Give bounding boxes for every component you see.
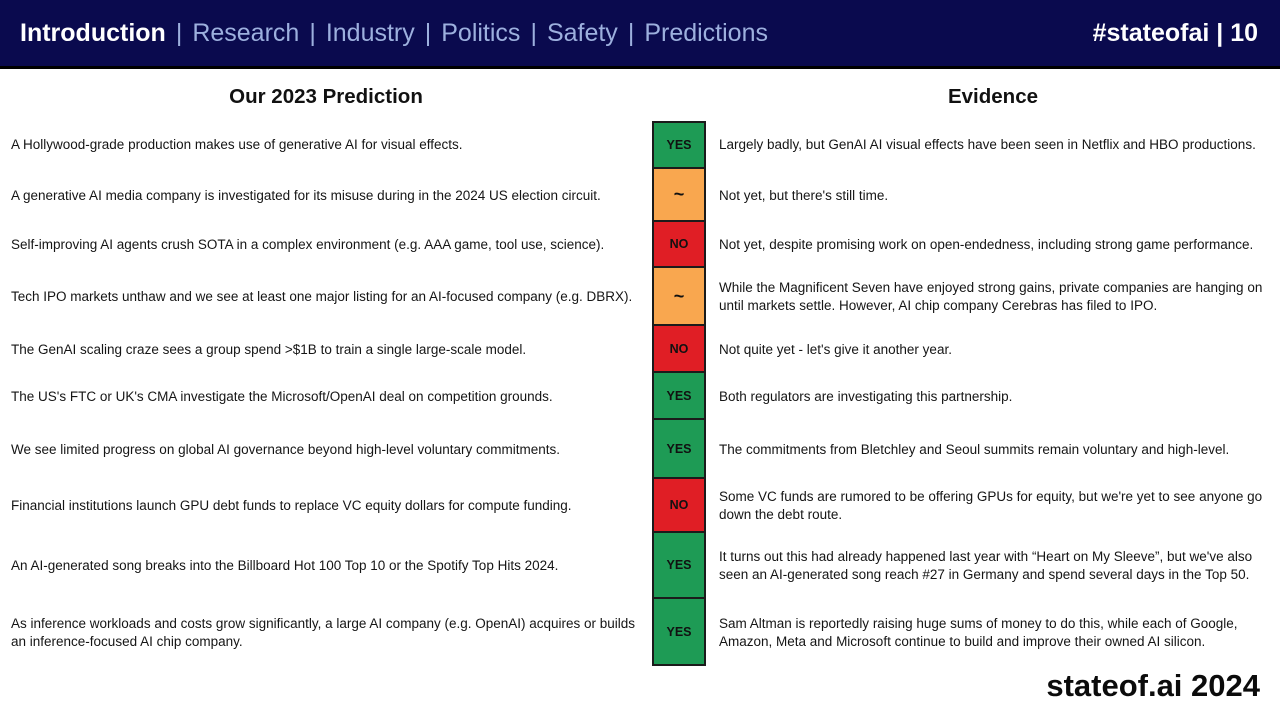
table-row: The GenAI scaling craze sees a group spe… bbox=[0, 326, 1280, 373]
nav-separator: | bbox=[309, 18, 316, 47]
prediction-text: As inference workloads and costs grow si… bbox=[11, 615, 636, 649]
verdict-cell: NO bbox=[652, 222, 706, 268]
evidence-text: Not yet, but there's still time. bbox=[719, 187, 889, 203]
evidence-text: While the Magnificent Seven have enjoyed… bbox=[719, 280, 1263, 313]
evidence-text: Both regulators are investigating this p… bbox=[719, 388, 1013, 404]
nav-item-industry[interactable]: Industry bbox=[325, 18, 415, 47]
table-row: A generative AI media company is investi… bbox=[0, 169, 1280, 222]
nav-item-research[interactable]: Research bbox=[192, 18, 300, 47]
prediction-text: Tech IPO markets unthaw and we see at le… bbox=[11, 289, 633, 305]
verdict-cell: YES bbox=[652, 373, 706, 420]
verdict-badge: YES bbox=[652, 121, 706, 169]
nav-separator: | bbox=[424, 18, 432, 47]
prediction-text: A Hollywood-grade production makes use o… bbox=[11, 137, 463, 153]
table-row: We see limited progress on global AI gov… bbox=[0, 420, 1280, 479]
verdict-cell: NO bbox=[652, 479, 706, 533]
nav-separator: | bbox=[175, 18, 183, 47]
nav-separator: | bbox=[627, 18, 635, 47]
prediction-text: The GenAI scaling craze sees a group spe… bbox=[11, 341, 527, 357]
verdict-badge: YES bbox=[652, 420, 706, 479]
verdict-cell: YES bbox=[652, 533, 706, 599]
verdict-cell: YES bbox=[652, 121, 706, 169]
badge-column-spacer bbox=[652, 85, 706, 109]
nav-item-politics[interactable]: Politics bbox=[441, 18, 521, 47]
verdict-badge: NO bbox=[652, 222, 706, 268]
verdict-cell: ~ bbox=[652, 268, 706, 326]
prediction-text: We see limited progress on global AI gov… bbox=[11, 441, 561, 457]
prediction-text: Self-improving AI agents crush SOTA in a… bbox=[11, 237, 605, 253]
evidence-text: It turns out this had already happened l… bbox=[719, 549, 1253, 582]
verdict-badge: YES bbox=[652, 373, 706, 420]
table-row: As inference workloads and costs grow si… bbox=[0, 599, 1280, 666]
prediction-text: The US's FTC or UK's CMA investigate the… bbox=[11, 388, 553, 404]
table-row: Self-improving AI agents crush SOTA in a… bbox=[0, 222, 1280, 268]
prediction-text: An AI-generated song breaks into the Bil… bbox=[11, 558, 559, 574]
verdict-cell: NO bbox=[652, 326, 706, 373]
stateofai-logo-text: stateof.ai 2024 bbox=[1046, 668, 1260, 703]
top-nav-bar: Introduction | Research | Industry | Politics |… bbox=[0, 0, 1280, 69]
verdict-badge: YES bbox=[652, 599, 706, 666]
table-row: Tech IPO markets unthaw and we see at le… bbox=[0, 268, 1280, 326]
section-nav: Introduction | Research | Industry | Politics |… bbox=[20, 19, 768, 48]
nav-separator: | bbox=[530, 18, 537, 47]
evidence-text: Largely badly, but GenAI AI visual effec… bbox=[719, 137, 1256, 153]
evidence-text: Sam Altman is reportedly raising huge su… bbox=[719, 615, 1238, 649]
slide-hashtag-page: #stateofai | 10 bbox=[1092, 18, 1258, 47]
evidence-text: The commitments from Bletchley and Seoul… bbox=[719, 441, 1230, 457]
prediction-column-header: Our 2023 Prediction bbox=[229, 85, 423, 108]
table-row: Financial institutions launch GPU debt f… bbox=[0, 479, 1280, 533]
table-row: A Hollywood-grade production makes use o… bbox=[0, 121, 1280, 169]
evidence-column-header: Evidence bbox=[947, 85, 1039, 108]
verdict-cell: YES bbox=[652, 420, 706, 479]
table-row: The US's FTC or UK's CMA investigate the… bbox=[0, 373, 1280, 420]
evidence-text: Not quite yet - let's give it another ye… bbox=[719, 341, 952, 357]
prediction-text: Financial institutions launch GPU debt f… bbox=[11, 498, 572, 514]
evidence-text: Some VC funds are rumored to be offering… bbox=[719, 489, 1263, 522]
verdict-badge: NO bbox=[652, 479, 706, 533]
table-row: An AI-generated song breaks into the Bil… bbox=[0, 533, 1280, 599]
verdict-badge: ~ bbox=[652, 268, 706, 326]
nav-item-safety[interactable]: Safety bbox=[546, 18, 618, 47]
nav-item-predictions[interactable]: Predictions bbox=[644, 18, 768, 47]
verdict-badge: ~ bbox=[652, 169, 706, 222]
verdict-badge: YES bbox=[652, 533, 706, 599]
prediction-table: A Hollywood-grade production makes use o… bbox=[0, 121, 1280, 666]
nav-item-introduction[interactable]: Introduction bbox=[20, 18, 166, 47]
prediction-text: A generative AI media company is investi… bbox=[11, 187, 601, 203]
verdict-badge: NO bbox=[652, 326, 706, 373]
column-headers: Our 2023 Prediction Evidence bbox=[0, 85, 1280, 109]
verdict-cell: ~ bbox=[652, 169, 706, 222]
evidence-text: Not yet, despite promising work on open-… bbox=[719, 237, 1254, 253]
verdict-cell: YES bbox=[652, 599, 706, 666]
